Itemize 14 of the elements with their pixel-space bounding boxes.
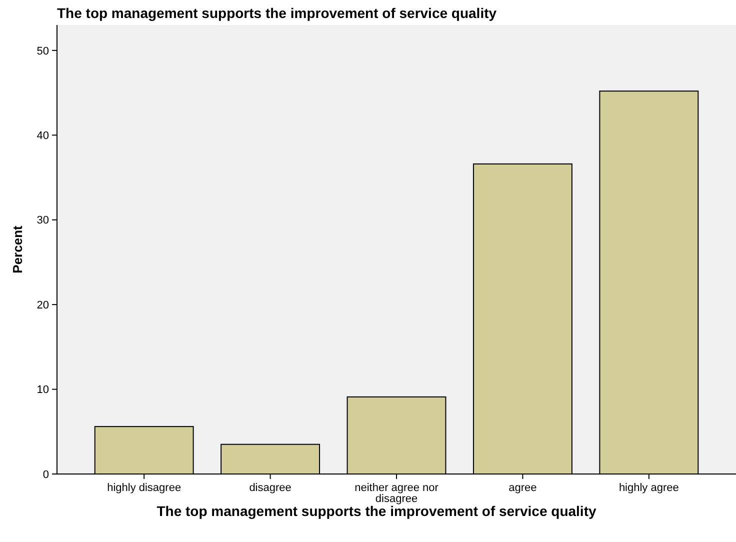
x-axis-title: The top management supports the improvement of service quality <box>156 503 596 519</box>
x-tick-label: highly agree <box>618 482 679 494</box>
y-tick-label: 20 <box>36 299 49 312</box>
chart-title: The top management supports the improvement of service quality <box>57 5 497 21</box>
x-tick-label: highly disagree <box>107 482 182 494</box>
y-tick-label: 40 <box>36 130 49 142</box>
x-tick-label: agree <box>508 482 537 494</box>
x-tick-label: neither agree nor disagree <box>354 482 439 505</box>
y-tick-label: 0 <box>42 468 49 481</box>
y-axis-title: Percent <box>10 224 25 274</box>
y-tick-label: 30 <box>36 214 49 227</box>
y-tick-label: 50 <box>36 45 49 58</box>
y-tick-label: 10 <box>36 384 49 396</box>
x-tick-label: disagree <box>249 482 292 494</box>
